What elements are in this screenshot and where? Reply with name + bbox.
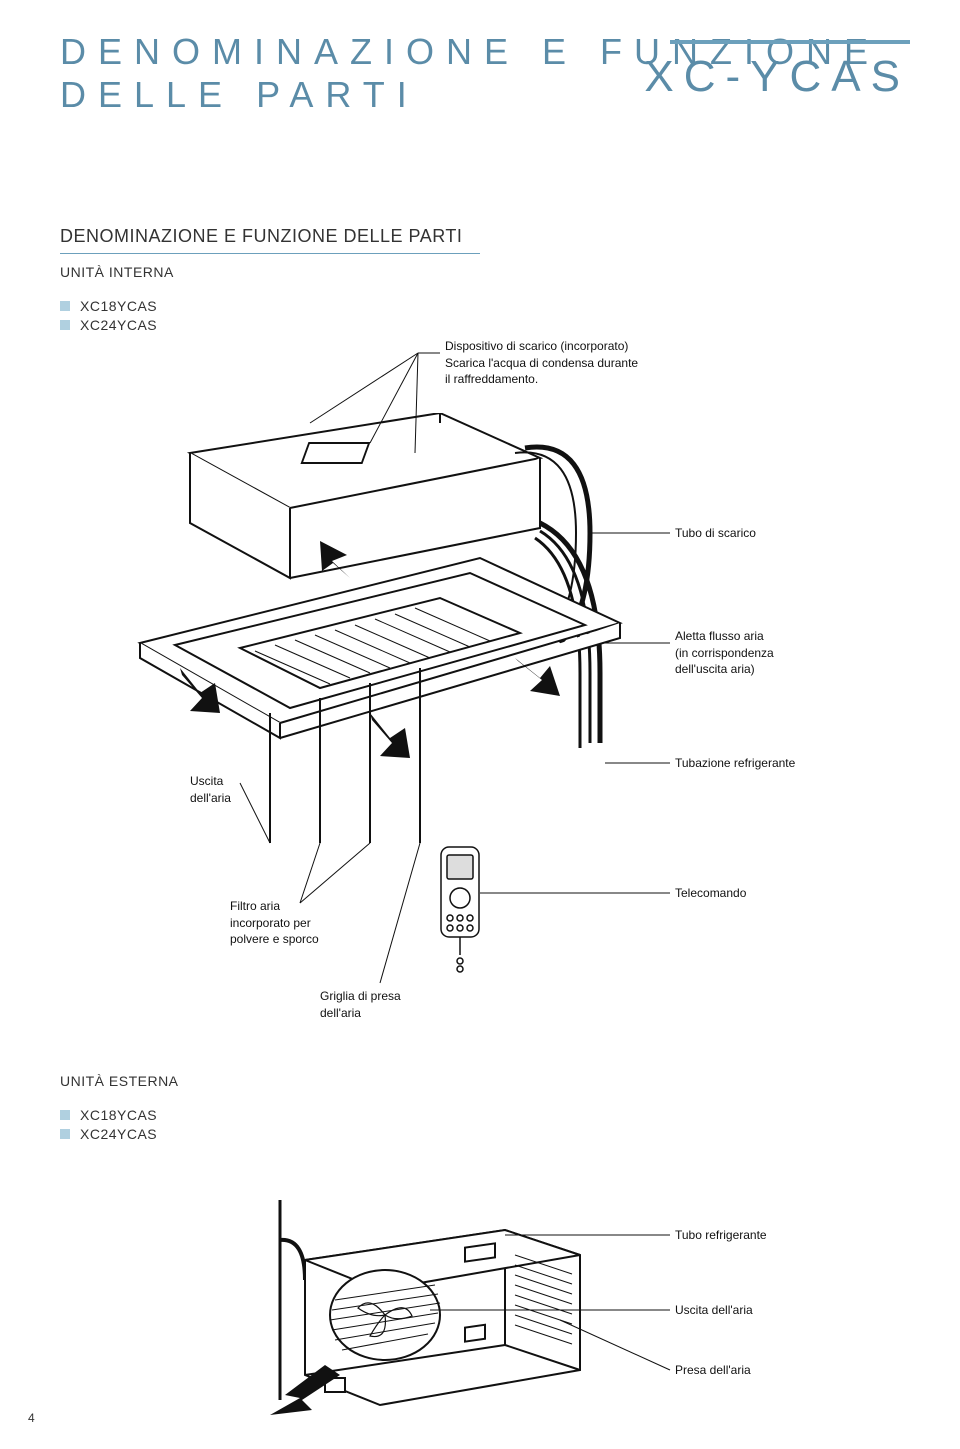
- model-item: XC24YCAS: [60, 1126, 910, 1142]
- header-accent-bar: [670, 40, 910, 44]
- label-tubazione: Tubazione refrigerante: [675, 755, 795, 771]
- unit-esterna-title: UNITÀ ESTERNA: [60, 1073, 910, 1089]
- model-item: XC24YCAS: [60, 317, 910, 333]
- model-item: XC18YCAS: [60, 1107, 910, 1123]
- label-tubo-refrig: Tubo refrigerante: [675, 1227, 767, 1243]
- label-telecomando: Telecomando: [675, 885, 746, 901]
- label-dispositivo: Dispositivo di scarico (incorporato) Sca…: [445, 338, 638, 387]
- label-uscita: Uscita dell'aria: [190, 773, 231, 805]
- section-underline: [60, 253, 480, 254]
- bullet-icon: [60, 320, 70, 330]
- bullet-icon: [60, 1129, 70, 1139]
- label-uscita-aria: Uscita dell'aria: [675, 1302, 753, 1318]
- label-aletta: Aletta flusso aria (in corrispondenza de…: [675, 628, 774, 677]
- label-presa-aria: Presa dell'aria: [675, 1362, 751, 1378]
- model-list-interna: XC18YCAS XC24YCAS: [60, 298, 910, 333]
- model-label: XC18YCAS: [80, 298, 157, 314]
- label-griglia: Griglia di presa dell'aria: [320, 988, 401, 1020]
- bullet-icon: [60, 1110, 70, 1120]
- header-right: XC-YCAS: [644, 40, 910, 102]
- model-label: XC18YCAS: [80, 1107, 157, 1123]
- model-label: XC24YCAS: [80, 1126, 157, 1142]
- product-code: XC-YCAS: [644, 52, 910, 102]
- section-title: DENOMINAZIONE E FUNZIONE DELLE PARTI: [60, 226, 910, 247]
- label-filtro: Filtro aria incorporato per polvere e sp…: [230, 898, 319, 947]
- label-tubo-scarico: Tubo di scarico: [675, 525, 756, 541]
- page-number: 4: [28, 1411, 35, 1425]
- model-label: XC24YCAS: [80, 317, 157, 333]
- model-list-esterna: XC18YCAS XC24YCAS: [60, 1107, 910, 1142]
- unit-interna-title: UNITÀ INTERNA: [60, 264, 910, 280]
- indoor-unit-diagram: Dispositivo di scarico (incorporato) Sca…: [60, 343, 910, 1063]
- bullet-icon: [60, 301, 70, 311]
- model-item: XC18YCAS: [60, 298, 910, 314]
- outdoor-unit-diagram: Tubo refrigerante Uscita dell'aria Presa…: [60, 1160, 910, 1440]
